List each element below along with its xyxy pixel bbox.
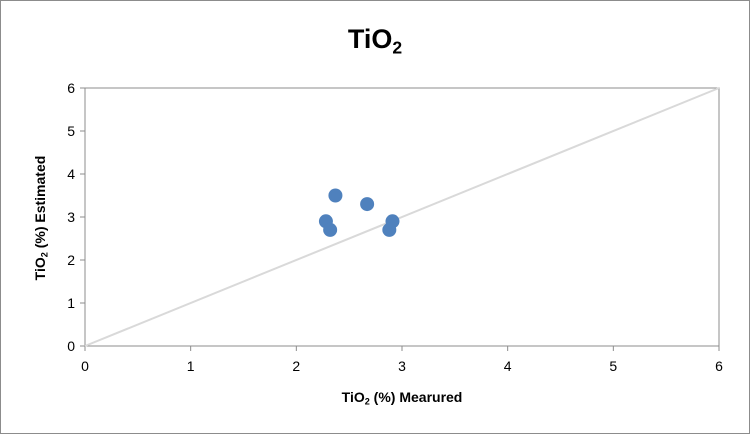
x-tick-label: 4 <box>504 358 512 374</box>
y-tick-label: 6 <box>67 80 75 96</box>
x-tick-label: 5 <box>609 358 617 374</box>
y-tick-label: 5 <box>67 123 75 139</box>
chart-title: TiO2 <box>0 24 750 58</box>
chart-title-text: TiO <box>347 24 393 54</box>
x-tick-label: 2 <box>292 358 300 374</box>
data-point <box>328 188 343 203</box>
y-tick-label: 2 <box>67 252 75 268</box>
y-axis-label-post: (%) Estimated <box>32 155 48 253</box>
x-tick-label: 3 <box>398 358 406 374</box>
data-point <box>360 197 375 212</box>
x-tick-label: 0 <box>81 358 89 374</box>
one-to-one-line <box>84 87 720 347</box>
x-axis-label: TiO2 (%) Mearured <box>85 389 719 407</box>
y-tick-label: 0 <box>67 338 75 354</box>
x-axis-label-sub: 2 <box>364 396 370 407</box>
y-tick-label: 3 <box>67 209 75 225</box>
y-axis-label-sub: 2 <box>39 252 50 258</box>
y-axis-label: TiO2 (%) Estimated <box>32 118 50 318</box>
y-axis-label-pre: TiO <box>32 257 48 281</box>
x-axis-label-post: (%) Mearured <box>369 389 463 405</box>
x-tick-label: 6 <box>715 358 723 374</box>
x-tick-label: 1 <box>187 358 195 374</box>
y-tick-label: 4 <box>67 166 75 182</box>
data-point <box>382 222 397 237</box>
y-tick-label: 1 <box>67 295 75 311</box>
chart-title-subscript: 2 <box>392 37 403 58</box>
data-point <box>323 222 338 237</box>
x-axis-label-pre: TiO <box>341 389 365 405</box>
